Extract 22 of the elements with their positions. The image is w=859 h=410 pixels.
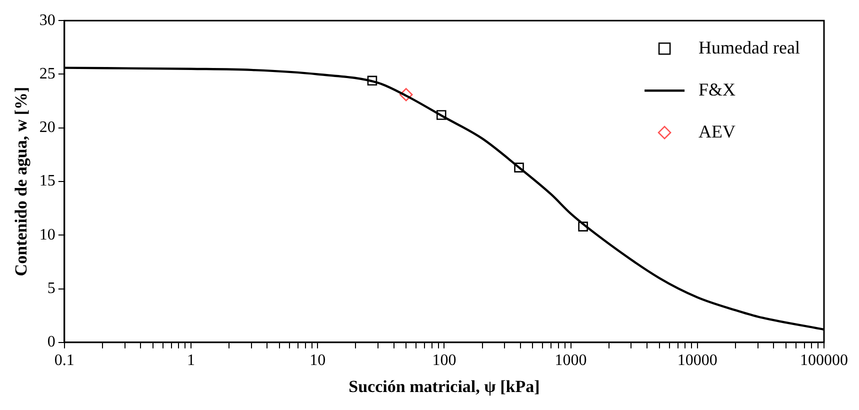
y-axis-title: Contenido de agua, w [%] [12,86,31,276]
point [367,76,378,86]
x-tick-label: 10 [310,352,326,370]
y-tick-label: 10 [39,226,56,244]
x-tick-label: 10000 [677,352,718,370]
x-axis-title: Succión matricial, ψ [kPa] [348,377,540,396]
legend-label: F&X [698,79,736,100]
y-tick-label: 15 [39,172,56,190]
y-tick-label: 20 [39,119,56,136]
legend-label: AEV [698,121,736,142]
y-tick-label: 25 [39,65,56,82]
point [578,222,588,232]
point [436,110,446,120]
x-tick-label: 100000 [800,352,848,370]
x-tick-label: 1000 [554,352,587,370]
legend-label: Humedad real [698,37,800,58]
x-tick-label: 0.1 [54,352,74,370]
x-tick-label: 100 [432,352,456,370]
y-tick-label: 5 [47,280,56,297]
y-tick-label: 30 [39,12,56,29]
x-tick-label: 1 [187,352,195,370]
y-tick-label: 0 [47,334,56,351]
